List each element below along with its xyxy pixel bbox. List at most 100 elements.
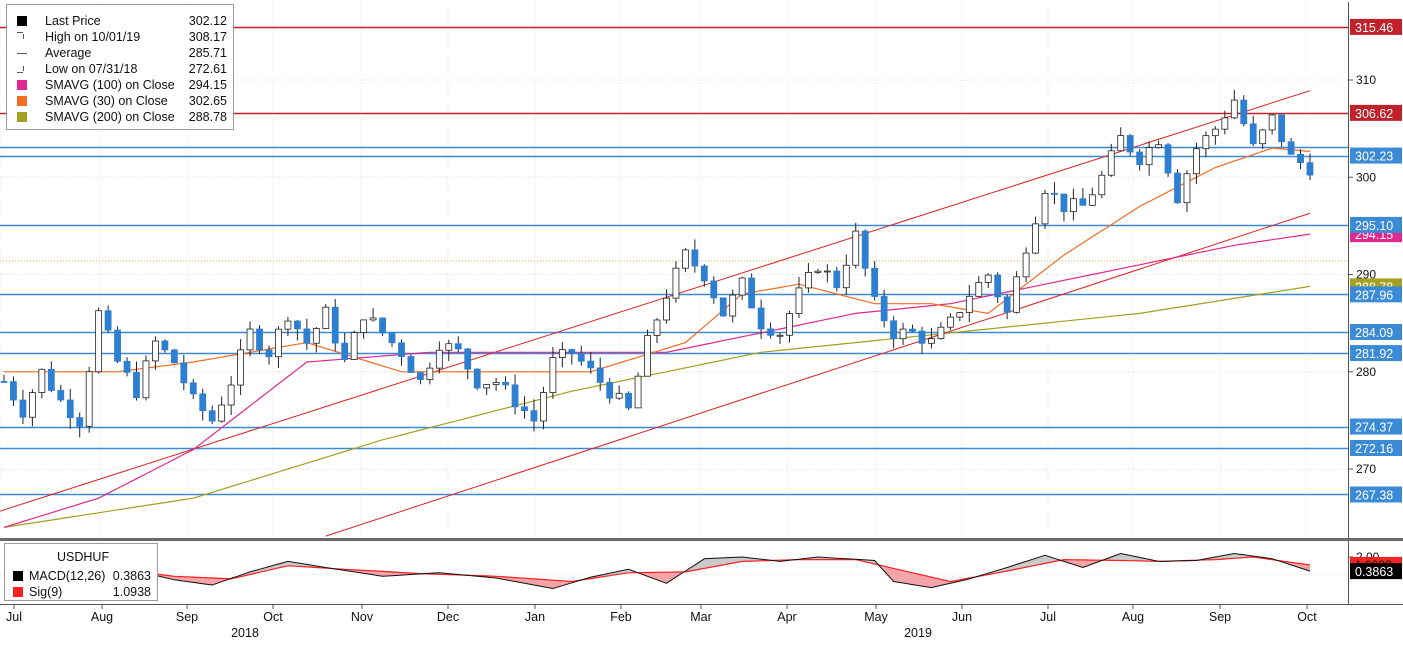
legend-row-sma30: SMAVG (30) on Close 302.65 bbox=[7, 93, 233, 109]
x-tick-label: Jul bbox=[6, 610, 22, 624]
candle bbox=[1099, 171, 1105, 198]
level-value-tag: 306.62 bbox=[1355, 107, 1393, 121]
level-value-tag: 287.96 bbox=[1355, 288, 1393, 302]
candle-body bbox=[1099, 175, 1105, 195]
candle-body bbox=[891, 321, 897, 339]
candle-body bbox=[1231, 100, 1237, 118]
candle-body bbox=[474, 369, 480, 388]
candle-body bbox=[1222, 118, 1228, 129]
legend-row-high: High on 10/01/19 308.17 bbox=[7, 29, 233, 45]
macd-legend-row-macd: MACD(12,26) 0.3863 bbox=[5, 568, 157, 584]
candle bbox=[626, 391, 632, 410]
candle-body bbox=[626, 393, 632, 408]
legend-value: 288.78 bbox=[189, 109, 227, 125]
candle-body bbox=[910, 329, 916, 331]
legend-swatch-last-price bbox=[17, 16, 27, 26]
x-tick-label: Jan bbox=[525, 610, 545, 624]
right-axis-area bbox=[1348, 0, 1403, 643]
candle-body bbox=[995, 275, 1001, 297]
candle-body bbox=[739, 278, 745, 295]
candle-body bbox=[503, 382, 509, 384]
macd-fill bbox=[648, 572, 657, 579]
candle-body bbox=[1156, 145, 1162, 148]
legend-swatch-sma100 bbox=[17, 80, 27, 90]
candle-body bbox=[29, 393, 35, 418]
candle bbox=[408, 355, 414, 373]
y-tick-label: 270 bbox=[1356, 462, 1376, 476]
candle-body bbox=[1108, 151, 1114, 175]
macd-legend-value: 0.3863 bbox=[113, 568, 151, 584]
legend-label: Low on 07/31/18 bbox=[45, 61, 137, 77]
candle-body bbox=[512, 385, 518, 407]
legend-value: 294.15 bbox=[189, 77, 227, 93]
candle-body bbox=[465, 349, 471, 369]
candle-body bbox=[607, 382, 613, 398]
x-tick-label: Mar bbox=[690, 610, 712, 624]
candle bbox=[749, 273, 755, 308]
candle-body bbox=[20, 400, 26, 417]
candle-body bbox=[957, 313, 963, 318]
macd-legend-row-signal: Sig(9) 1.0938 bbox=[5, 584, 157, 600]
legend-label: SMAVG (200) on Close bbox=[45, 109, 175, 125]
level-value-tag: 272.16 bbox=[1355, 442, 1393, 456]
candle-body bbox=[749, 278, 755, 308]
x-tick-label: Oct bbox=[263, 610, 283, 624]
candle-body bbox=[370, 318, 376, 320]
candle-body bbox=[124, 361, 130, 372]
candle-body bbox=[238, 350, 244, 385]
candle-body bbox=[1203, 136, 1209, 149]
candle-body bbox=[805, 272, 811, 288]
candle bbox=[171, 349, 177, 363]
candle-body bbox=[323, 307, 329, 328]
candle bbox=[143, 355, 149, 400]
candle-body bbox=[673, 268, 679, 298]
legend-label: SMAVG (30) on Close bbox=[45, 93, 168, 109]
candle bbox=[1165, 143, 1171, 177]
candle-body bbox=[654, 320, 660, 335]
legend-row-average: Average 285.71 bbox=[7, 45, 233, 61]
candle-body bbox=[578, 353, 584, 361]
candle-body bbox=[938, 327, 944, 338]
price-legend: Last Price 302.12 High on 10/01/19 308.1… bbox=[6, 4, 234, 130]
candle-body bbox=[275, 329, 281, 357]
candle-body bbox=[730, 295, 736, 316]
candle-body bbox=[1307, 163, 1313, 175]
candle-body bbox=[777, 335, 783, 336]
candle-body bbox=[398, 343, 404, 357]
candle-body bbox=[484, 385, 490, 388]
high-marker-icon bbox=[17, 32, 23, 41]
legend-row-sma200: SMAVG (200) on Close 288.78 bbox=[7, 109, 233, 125]
candle-body bbox=[1004, 297, 1010, 312]
macd-legend-label: MACD(12,26) bbox=[29, 568, 105, 584]
candle-body bbox=[342, 343, 348, 359]
candle-body bbox=[1298, 154, 1304, 162]
candle-body bbox=[966, 296, 972, 312]
candle-body bbox=[1212, 129, 1218, 136]
candle-body bbox=[257, 329, 263, 350]
candle-body bbox=[1070, 199, 1076, 212]
candle-body bbox=[701, 266, 707, 281]
candle-body bbox=[862, 231, 868, 268]
candle-body bbox=[1260, 130, 1266, 144]
candle-body bbox=[219, 405, 225, 421]
candle bbox=[1042, 190, 1048, 229]
candle-body bbox=[1184, 174, 1190, 203]
candle-body bbox=[10, 382, 16, 400]
candle-body bbox=[928, 339, 934, 344]
candle-body bbox=[1089, 195, 1095, 206]
candle-body bbox=[1023, 253, 1029, 277]
average-marker-icon bbox=[17, 53, 27, 54]
candle bbox=[115, 326, 121, 363]
candle-body bbox=[39, 369, 45, 392]
candle-body bbox=[985, 275, 991, 282]
legend-value: 302.12 bbox=[189, 13, 227, 29]
candle-body bbox=[1175, 173, 1181, 203]
candle-body bbox=[1193, 149, 1199, 174]
candle-body bbox=[58, 390, 64, 400]
candle bbox=[1241, 95, 1247, 126]
candle-body bbox=[67, 400, 73, 418]
candle-body bbox=[1033, 224, 1039, 253]
level-value-tag: 284.09 bbox=[1355, 326, 1393, 340]
level-value-tag: 315.46 bbox=[1355, 21, 1393, 35]
